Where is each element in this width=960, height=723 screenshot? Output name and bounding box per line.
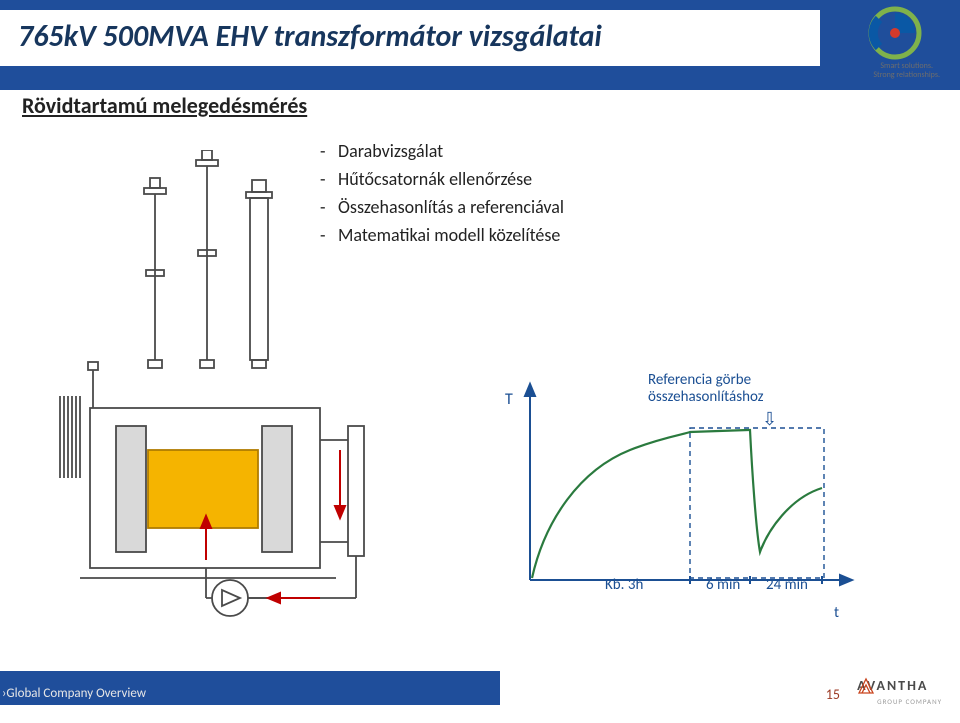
transformer-diagram	[20, 150, 440, 630]
graph-y-label: T	[505, 390, 513, 409]
graph-seg1-label: Kb. 3h	[605, 576, 643, 594]
avantha-mark-icon	[857, 677, 875, 695]
footer-text: ›Global Company Overview	[0, 686, 146, 701]
down-arrow-icon: ⇩	[762, 408, 777, 430]
graph-ref-label: Referencia görbe összehasonlításhoz	[648, 372, 764, 407]
avantha-logo: AVANTHA GROUP COMPANY	[857, 677, 942, 707]
cg-logo-icon	[868, 6, 922, 60]
graph-x-label: t	[834, 604, 839, 622]
logo-tagline: Smart solutions. Strong relationships.	[873, 62, 940, 80]
slide-title: 765kV 500MVA EHV transzformátor vizsgála…	[18, 18, 602, 55]
page-number: 15	[826, 686, 840, 703]
tagline-2: Strong relationships.	[873, 70, 940, 80]
graph-seg3-label: 24 min	[766, 576, 808, 594]
avantha-sub: GROUP COMPANY	[857, 697, 942, 706]
graph-seg2-label: 6 min	[706, 576, 740, 594]
slide: 765kV 500MVA EHV transzformátor vizsgála…	[0, 0, 960, 723]
subtitle: Rövidtartamú melegedésmérés	[22, 92, 307, 119]
